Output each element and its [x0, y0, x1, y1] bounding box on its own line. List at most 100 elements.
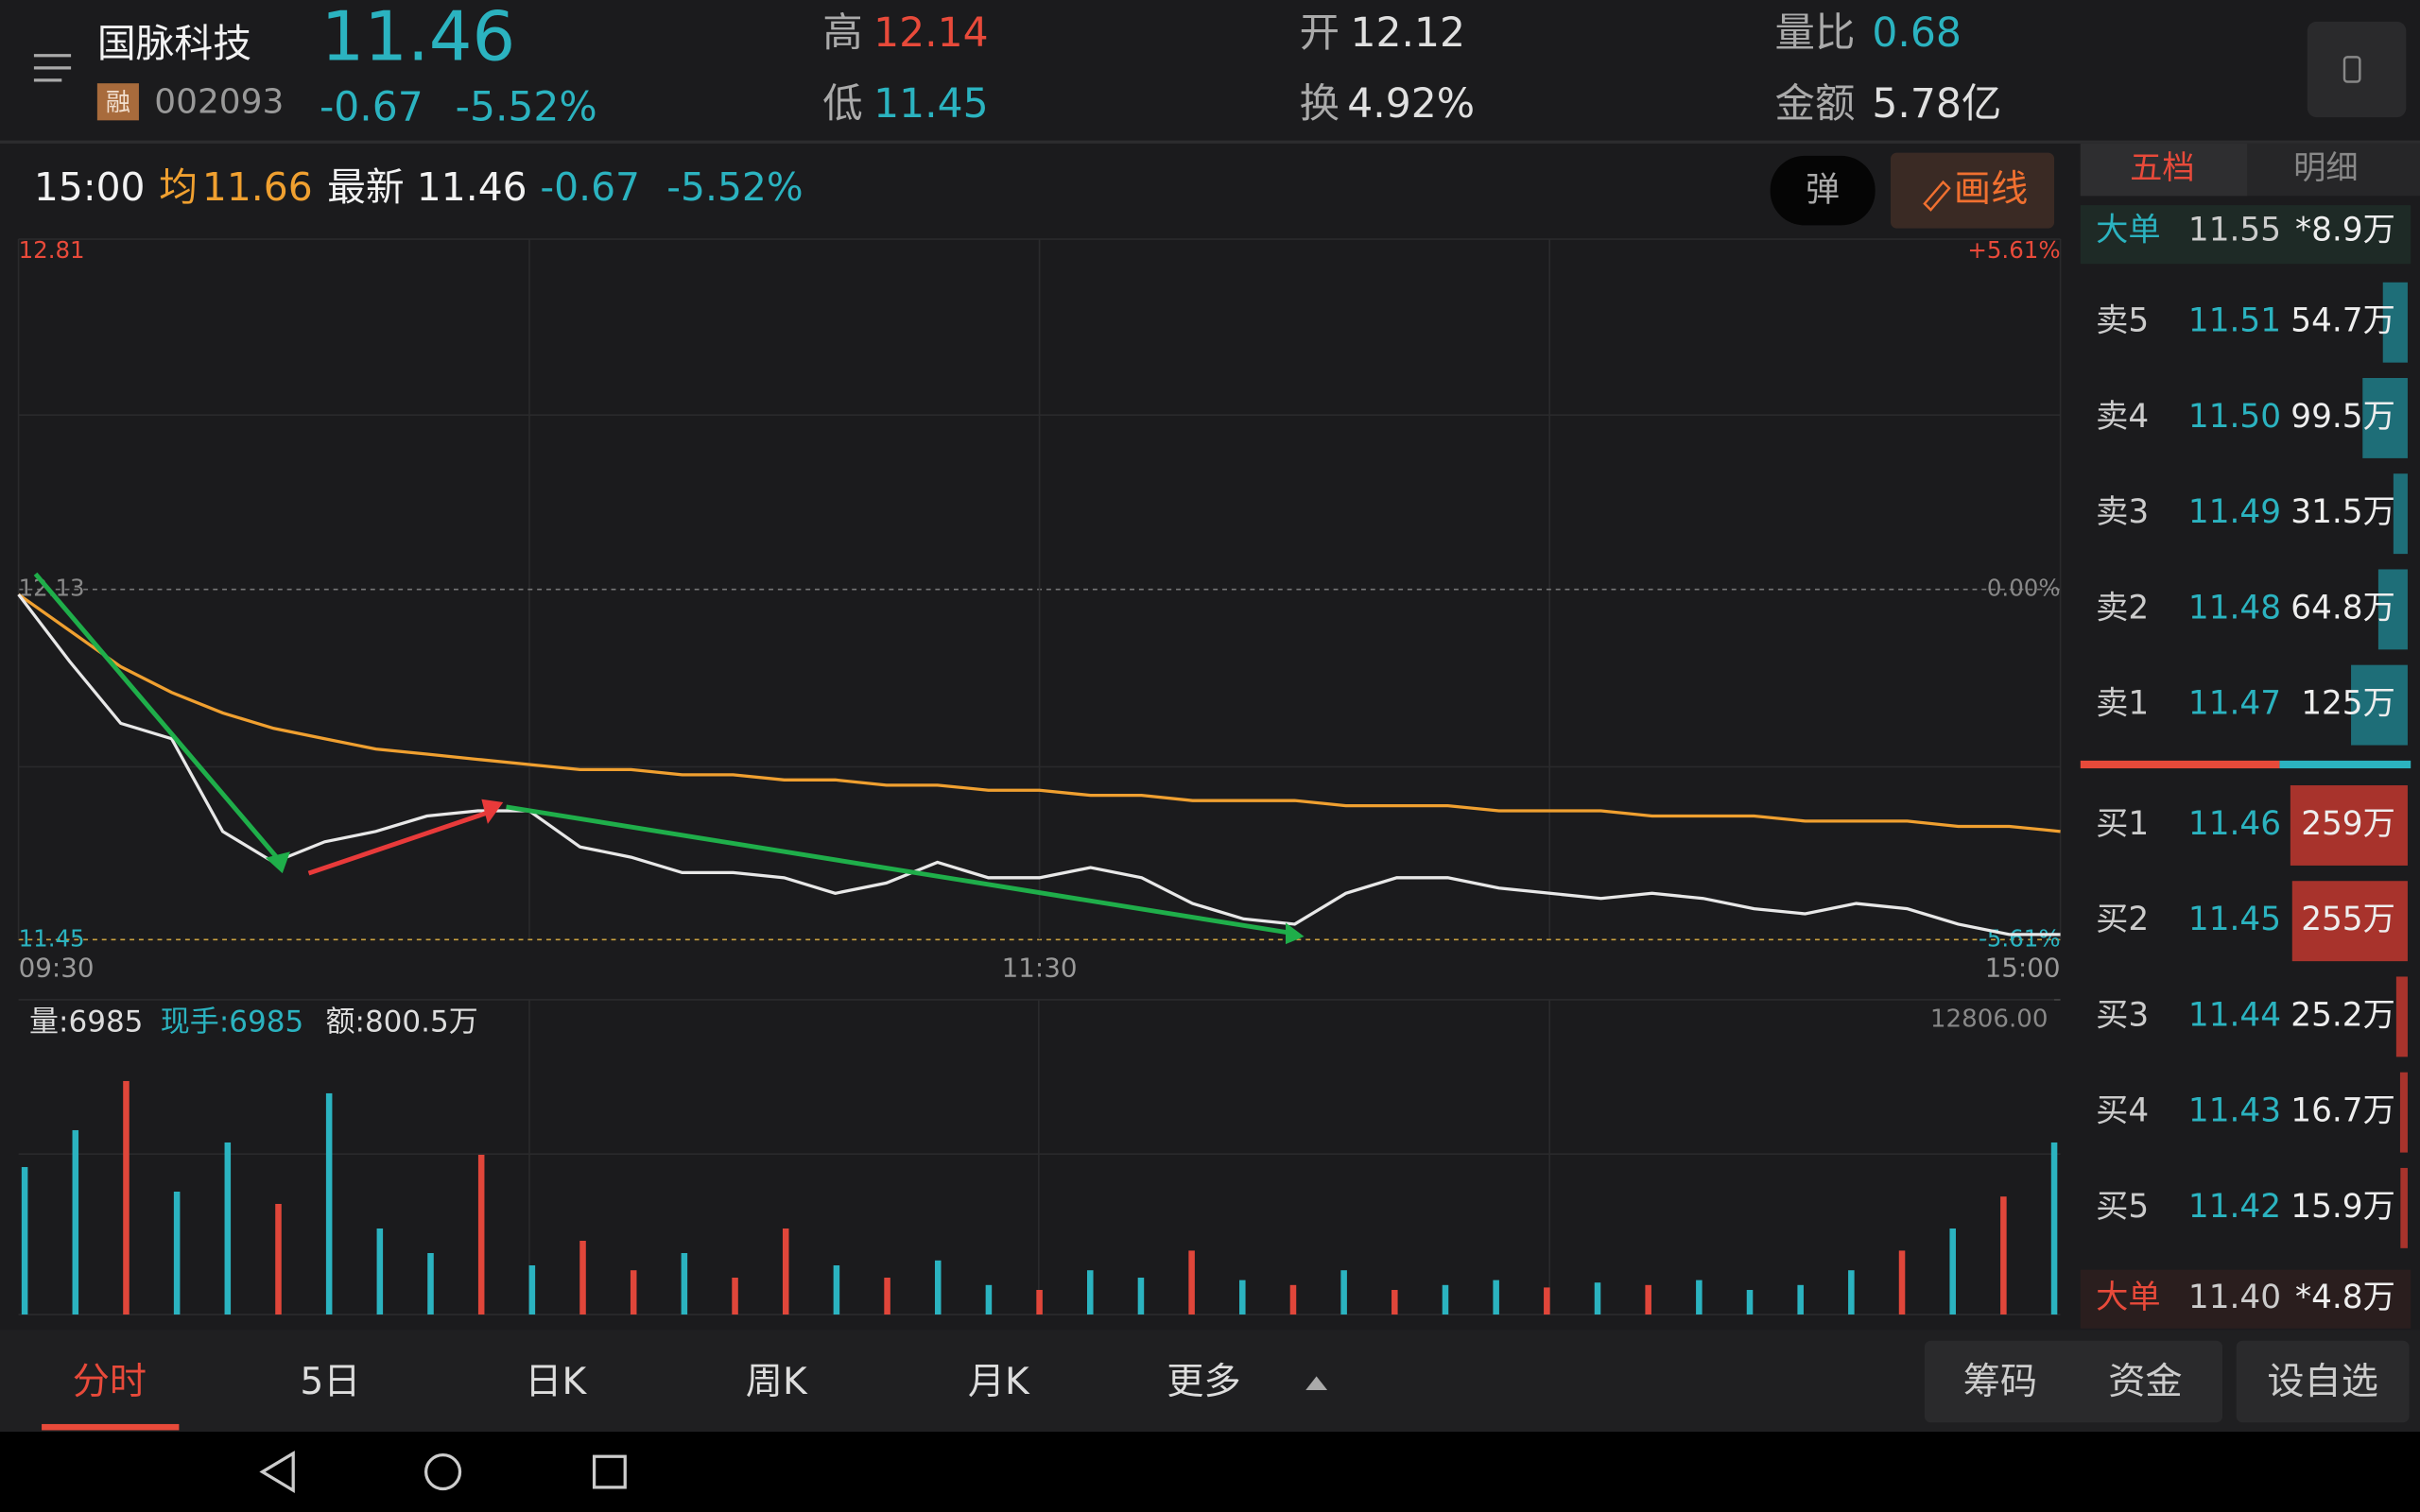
change: -0.67 [320, 84, 424, 130]
volume-bar [579, 1240, 586, 1315]
tab[interactable]: 周K [746, 1361, 808, 1403]
tab[interactable]: 月K [968, 1361, 1030, 1403]
nav-recent[interactable] [592, 1454, 627, 1489]
drawn-arrows [33, 572, 1305, 945]
book-bar [2351, 664, 2408, 746]
nav-back[interactable] [259, 1451, 295, 1494]
book-bar [2377, 569, 2408, 650]
book-volume: *4.8万 [2295, 1279, 2395, 1316]
screen-icon [2342, 56, 2361, 83]
y-tick-label: 12.13 [19, 575, 85, 602]
volume-bar [123, 1080, 130, 1315]
volume-bar [477, 1154, 485, 1315]
volume-bar [681, 1252, 688, 1315]
book-price: 11.48 [2188, 589, 2281, 627]
book-label: 买3 [2096, 996, 2149, 1034]
volume-bar [1797, 1284, 1804, 1315]
volume-bar [275, 1203, 282, 1315]
book-price: 11.49 [2188, 493, 2281, 531]
latest: 11.46 [417, 164, 527, 210]
book-bar [2399, 1072, 2408, 1153]
tab[interactable]: 日K [525, 1361, 587, 1403]
y-tick-label: 11.45 [19, 924, 85, 952]
price-line [17, 593, 2061, 936]
tag-bg [96, 83, 139, 121]
y2-tick-label: -5.61% [1979, 924, 2061, 952]
book-label: 卖2 [2096, 589, 2149, 627]
volume-bar [884, 1278, 890, 1315]
book-volume: 255万 [2301, 901, 2395, 938]
volume-bar [376, 1228, 384, 1315]
book-label: 买4 [2096, 1092, 2149, 1130]
book-bar [2290, 785, 2408, 866]
volume-bar [224, 1142, 232, 1315]
book-volume: 54.7万 [2290, 302, 2395, 340]
change: -0.67 [540, 164, 640, 210]
book-label: 大单 [2096, 211, 2161, 249]
volume-bar [2050, 1142, 2058, 1315]
book-price: 11.51 [2188, 302, 2281, 340]
volume-bar [1544, 1287, 1550, 1315]
value: 5.78亿 [1872, 81, 2001, 128]
volume-bar [1848, 1270, 1855, 1315]
y2-tick-label: 0.00% [1987, 575, 2061, 602]
more-arrow[interactable] [1305, 1376, 1328, 1391]
nav-home[interactable] [424, 1452, 462, 1491]
volume-bar [1188, 1250, 1195, 1315]
book-label: 卖1 [2096, 685, 2149, 723]
volume-bar [1340, 1270, 1347, 1315]
chart-layer: 11.45 12.13 12.81 -5.61% 0.00% +5.61% 09:30 11:… [17, 236, 2062, 1315]
hand-label: 现手:6985 [161, 1005, 303, 1039]
volume-bar [1493, 1280, 1499, 1315]
book-bar [2382, 282, 2408, 363]
label: 开 [1300, 10, 1340, 57]
value: 12.12 [1351, 10, 1466, 57]
balance-buy [2080, 760, 2280, 769]
volume-bar [1898, 1250, 1906, 1315]
book-label: 卖4 [2096, 398, 2149, 436]
amount-label: 额:800.5万 [325, 1005, 477, 1039]
chart-grid-layout [18, 239, 2061, 1315]
book-price: 11.55 [2188, 211, 2281, 249]
screen-button[interactable] [2307, 21, 2407, 118]
action-button[interactable]: 资金 [2108, 1361, 2182, 1403]
average-line [17, 593, 2061, 833]
book-bar [2291, 881, 2408, 962]
action-button[interactable]: 筹码 [1963, 1361, 2037, 1403]
volume-bar [21, 1166, 28, 1315]
x-tick-label: 11:30 [1002, 952, 1078, 983]
value: 0.68 [1872, 10, 1962, 57]
book-volume: 25.2万 [2290, 996, 2395, 1034]
y2-tick-label: +5.61% [1967, 236, 2060, 264]
book-bar [2395, 976, 2408, 1057]
book-price: 11.40 [2188, 1279, 2281, 1316]
book-tab: 五档 [2130, 149, 2195, 187]
tab[interactable]: 5日 [300, 1361, 360, 1403]
tab[interactable]: 更多 [1167, 1361, 1240, 1403]
value: 4.92% [1347, 81, 1475, 128]
book-label: 买2 [2096, 901, 2149, 938]
pen-icon [1923, 180, 1951, 212]
volume-bar [325, 1092, 333, 1315]
volume-bar [1594, 1282, 1601, 1315]
big-buy-bg [2080, 1269, 2411, 1329]
tab[interactable]: 分时 [73, 1361, 147, 1403]
tag: 融 [106, 89, 130, 117]
avg-label: 均 [159, 164, 198, 210]
menu-icon[interactable] [33, 54, 72, 82]
tabs: 分时 5日 日K 周K 月K 更多 筹码 资金 设自选 [73, 1361, 2378, 1403]
volume-bar [1746, 1290, 1754, 1315]
tab-underline [42, 1423, 180, 1431]
volume-bar [833, 1265, 840, 1315]
label: 量比 [1775, 10, 1856, 57]
float-button[interactable] [1770, 155, 1876, 226]
volume-bar [934, 1260, 942, 1315]
label: 金额 [1775, 81, 1856, 128]
book-volume: 15.9万 [2290, 1188, 2395, 1226]
book-volume: 31.5万 [2290, 493, 2395, 531]
volume-bar [782, 1228, 789, 1315]
action-button[interactable]: 设自选 [2267, 1361, 2378, 1403]
volume-bar [1645, 1284, 1651, 1315]
